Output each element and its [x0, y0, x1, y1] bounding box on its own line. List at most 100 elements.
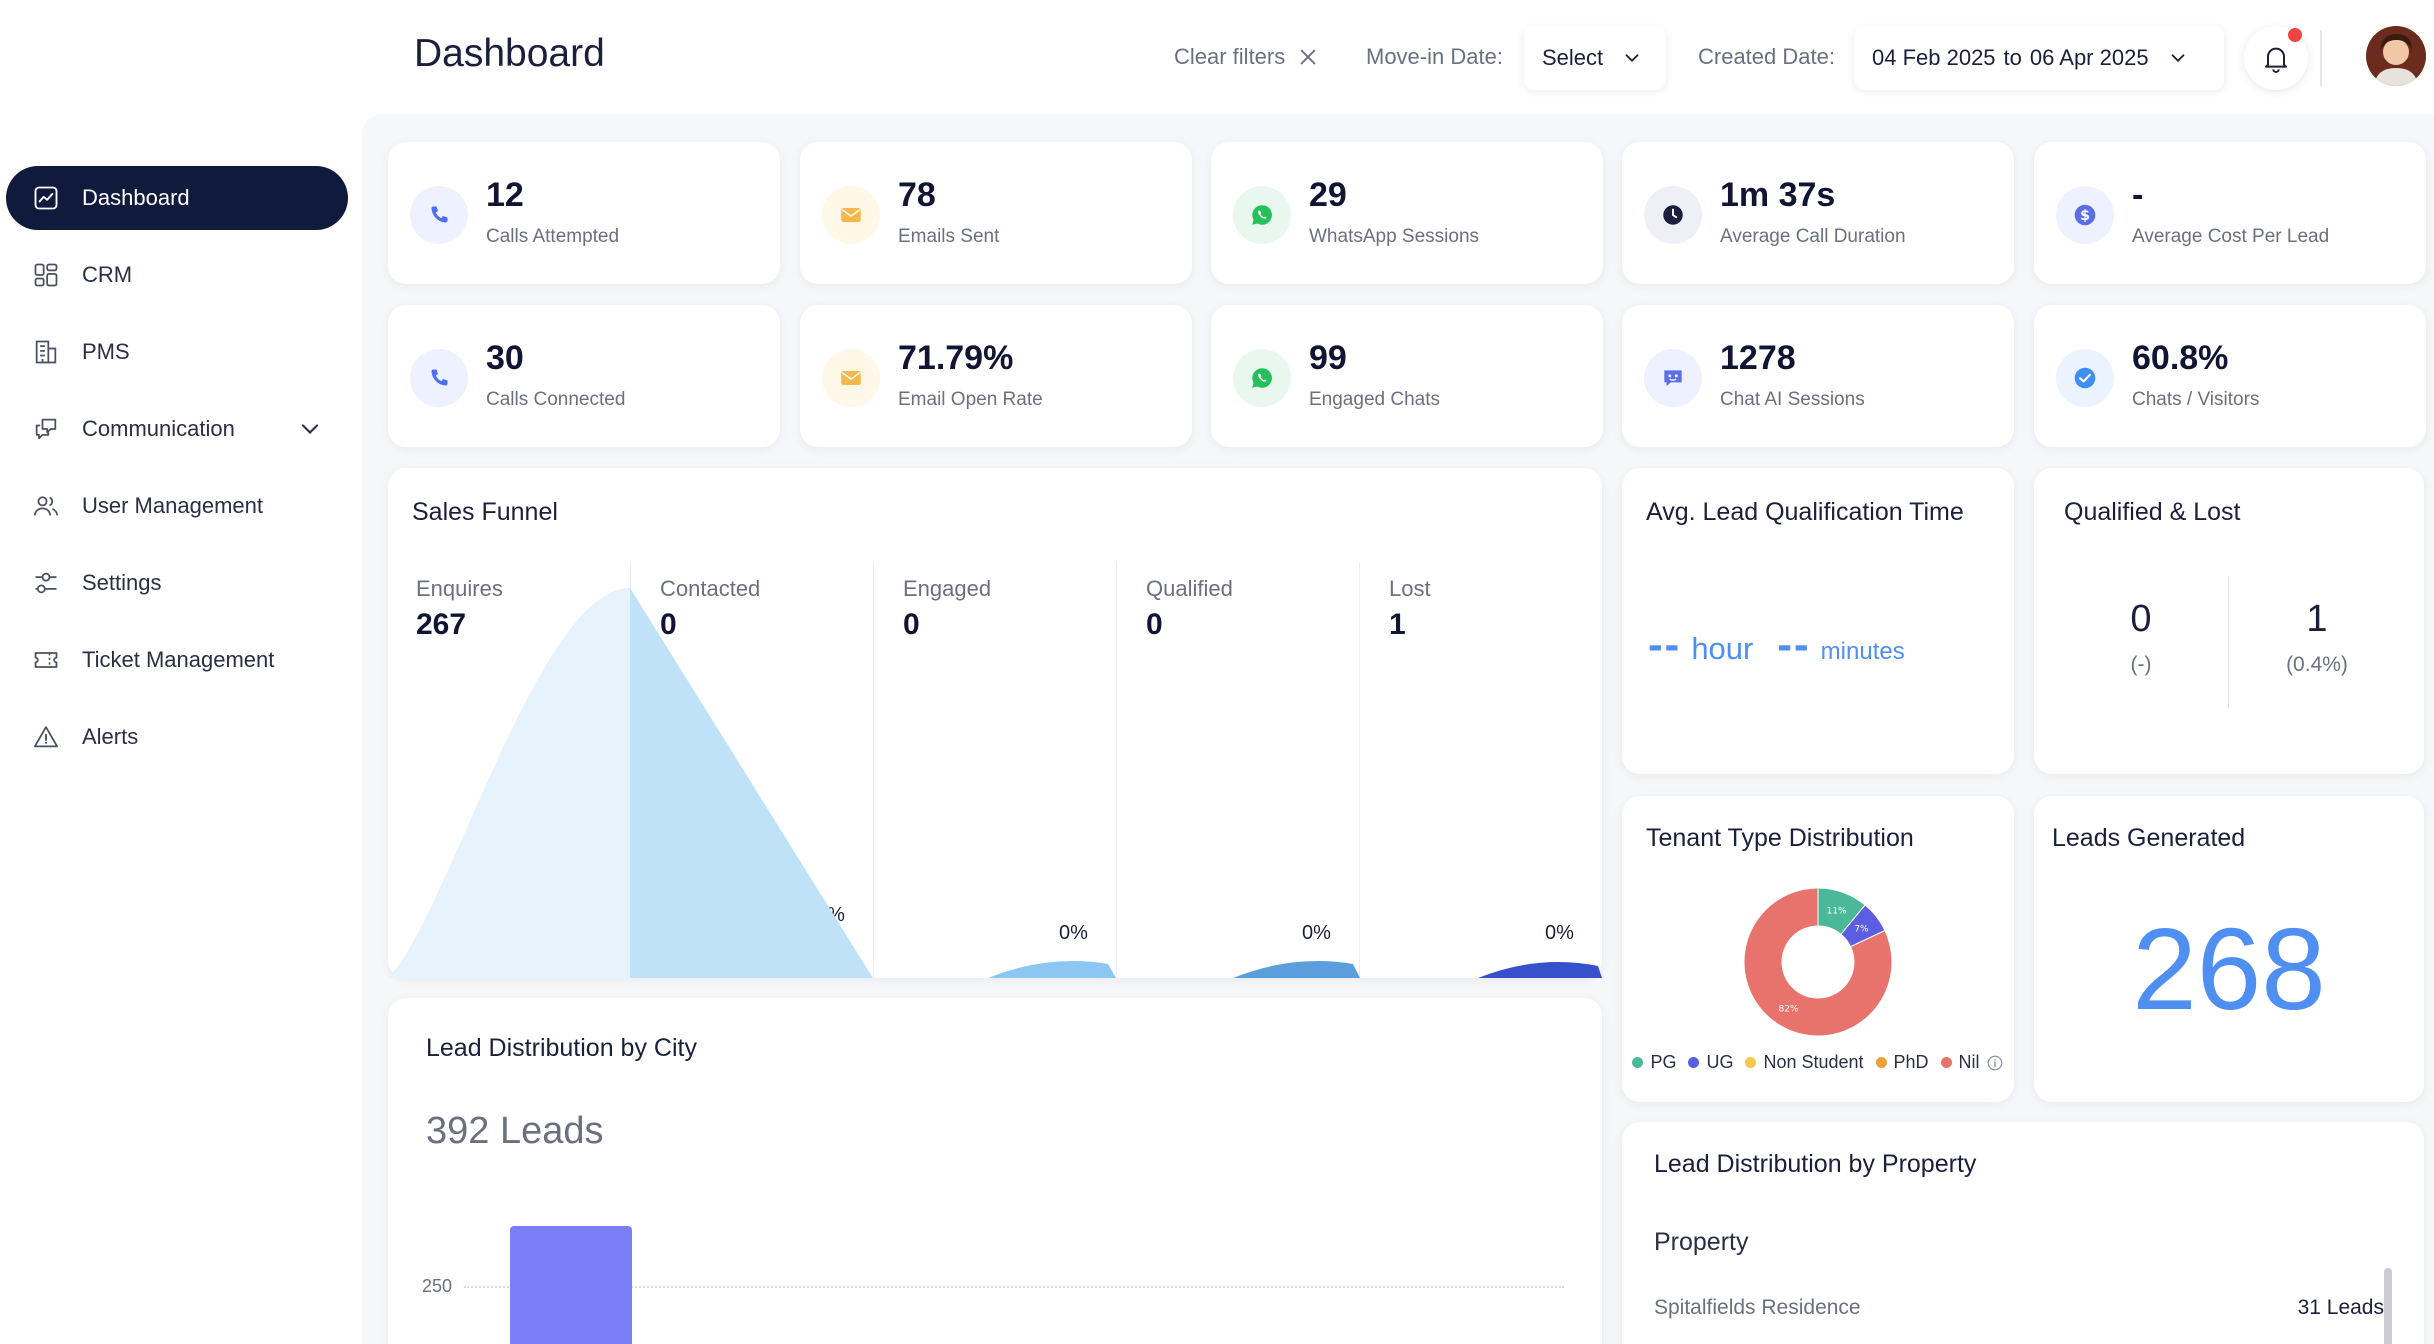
whatsapp-icon — [1233, 349, 1291, 407]
legend-item-ug[interactable]: UG — [1688, 1052, 1733, 1073]
legend-dot — [1745, 1057, 1757, 1068]
sidebar-item-alerts[interactable]: Alerts — [6, 705, 348, 769]
sidebar-item-settings[interactable]: Settings — [6, 551, 348, 615]
stat-label: Emails Sent — [898, 226, 1000, 247]
legend-item-pg[interactable]: PG — [1632, 1052, 1676, 1073]
sidebar-item-label: Settings — [82, 570, 162, 595]
funnel-stage-value-lost: 1 — [1389, 608, 1406, 641]
info-icon[interactable] — [1986, 1052, 2004, 1073]
city-distribution-card: Lead Distribution by City 392 Leads 250 — [388, 998, 1602, 1344]
legend-label: PG — [1650, 1052, 1677, 1072]
sidebar: Dashboard CRM PMS Communication User Managem… — [0, 0, 362, 1344]
pie-slice-label: 11% — [1827, 906, 1847, 916]
qualified-lost-divider — [2228, 576, 2229, 708]
legend-dot — [1875, 1057, 1887, 1068]
qualified-value: 0 — [2130, 598, 2152, 640]
created-date-to-word: to — [2003, 45, 2022, 70]
property-scrollbar[interactable] — [2384, 1268, 2392, 1344]
property-distribution-title: Lead Distribution by Property — [1654, 1150, 1977, 1178]
stat-label: Average Call Duration — [1720, 226, 1906, 247]
header-divider — [2320, 30, 2322, 86]
stat-card-average-call-duration: 1m 37s Average Call Duration — [1622, 142, 2014, 284]
pie-slice-label: 82% — [1779, 1004, 1799, 1014]
move-in-date-value: Select — [1542, 45, 1604, 70]
created-date-to: 06 Apr 2025 — [2029, 45, 2149, 70]
sidebar-item-user-management[interactable]: User Management — [6, 474, 348, 538]
legend-label: Nil — [1958, 1052, 1980, 1072]
legend-item-non-student[interactable]: Non Student — [1745, 1052, 1864, 1073]
user-avatar[interactable] — [2366, 26, 2426, 86]
qualified-lost-title: Qualified & Lost — [2064, 498, 2241, 526]
sidebar-item-ticket-management[interactable]: Ticket Management — [6, 628, 348, 692]
funnel-area-lost — [1478, 962, 1602, 978]
funnel-stage-label-qualified: Qualified — [1146, 576, 1233, 601]
pie-slice-nil[interactable] — [1743, 887, 1893, 1037]
stat-value: 12 — [486, 176, 524, 214]
sidebar-item-communication[interactable]: Communication — [6, 397, 348, 461]
pie-slice-label: 7% — [1854, 924, 1869, 934]
legend-item-nil[interactable]: Nil — [1940, 1052, 1980, 1073]
hour-value: -- — [1648, 620, 1682, 669]
sidebar-item-crm[interactable]: CRM — [6, 243, 348, 307]
avatar-image — [2366, 26, 2426, 86]
grid-layout-icon — [30, 259, 62, 291]
leads-generated-card: Leads Generated 268 — [2034, 796, 2424, 1102]
bell-icon — [2265, 47, 2287, 73]
notifications-button[interactable] — [2244, 26, 2308, 90]
property-leads: 31 Leads — [2297, 1296, 2384, 1319]
stat-value: 71.79% — [898, 339, 1014, 377]
close-icon — [1300, 49, 1316, 65]
stat-value: 30 — [486, 339, 524, 377]
sidebar-item-pms[interactable]: PMS — [6, 320, 348, 384]
clear-filters-button[interactable]: Clear filters — [1174, 44, 1319, 70]
created-date-label: Created Date: — [1698, 44, 1835, 69]
legend-item-phd[interactable]: PhD — [1875, 1052, 1929, 1073]
tenant-type-legend: PG UG Non Student PhD Nil — [1622, 1052, 2014, 1073]
legend-label: UG — [1706, 1052, 1734, 1072]
property-column-header: Property — [1654, 1228, 1749, 1256]
stat-label: Average Cost Per Lead — [2132, 226, 2330, 247]
lead-qualification-card: Avg. Lead Qualification Time -- hour -- … — [1622, 468, 2014, 774]
check-badge-icon — [2056, 349, 2114, 407]
stat-card-chats-visitors: 60.8% Chats / Visitors — [2034, 305, 2426, 447]
sidebar-item-label: Dashboard — [82, 185, 190, 210]
funnel-stage-value-engaged: 0 — [903, 608, 920, 641]
created-date-from: 04 Feb 2025 — [1872, 45, 1996, 70]
stat-label: Chats / Visitors — [2132, 389, 2260, 410]
sales-funnel-title: Sales Funnel — [412, 498, 558, 526]
funnel-area-enquires-rise — [388, 588, 630, 978]
leads-generated-title: Leads Generated — [2052, 824, 2246, 852]
users-icon — [30, 490, 62, 522]
sidebar-item-dashboard[interactable]: Dashboard — [6, 166, 348, 230]
lead-qualification-title: Avg. Lead Qualification Time — [1646, 498, 1964, 526]
sidebar-item-label: Communication — [82, 416, 235, 441]
stat-label: WhatsApp Sessions — [1309, 226, 1480, 247]
created-date-range-picker[interactable]: 04 Feb 2025 to 06 Apr 2025 — [1854, 26, 2224, 90]
legend-label: PhD — [1893, 1052, 1929, 1072]
sidebar-item-label: PMS — [82, 339, 130, 364]
stat-value: 29 — [1309, 176, 1347, 214]
stat-card-engaged-chats: 99 Engaged Chats — [1211, 305, 1603, 447]
tenant-type-pie-chart: 11% 7% 82% — [1743, 887, 1893, 1037]
move-in-date-select[interactable]: Select — [1524, 26, 1666, 90]
chevron-down-icon[interactable] — [296, 415, 324, 443]
page-title: Dashboard — [414, 32, 605, 75]
sidebar-item-label: CRM — [82, 262, 133, 287]
city-total-leads: 392 Leads — [426, 1110, 604, 1152]
stat-card-emails-sent: 78 Emails Sent — [800, 142, 1192, 284]
stat-value: 1m 37s — [1720, 176, 1836, 214]
city-bar — [510, 1226, 632, 1344]
funnel-stage-value-qualified: 0 — [1146, 608, 1163, 641]
stat-card-chat-ai-sessions: 1278 Chat AI Sessions — [1622, 305, 2014, 447]
hour-unit: hour — [1691, 631, 1754, 666]
stat-label: Calls Attempted — [486, 226, 620, 247]
chevron-down-icon — [1625, 54, 1639, 63]
funnel-stage-pct-engaged: 0% — [1059, 922, 1088, 944]
stat-card-calls-attempted: 12 Calls Attempted — [388, 142, 780, 284]
move-in-date-label: Move-in Date: — [1366, 44, 1503, 69]
qualified-lost-card: Qualified & Lost 0 (-) 1 (0.4%) — [2034, 468, 2424, 774]
stat-card-calls-connected: 30 Calls Connected — [388, 305, 780, 447]
city-gridline — [464, 1286, 1564, 1288]
tenant-type-title: Tenant Type Distribution — [1646, 824, 1914, 852]
minutes-unit: minutes — [1820, 638, 1905, 665]
